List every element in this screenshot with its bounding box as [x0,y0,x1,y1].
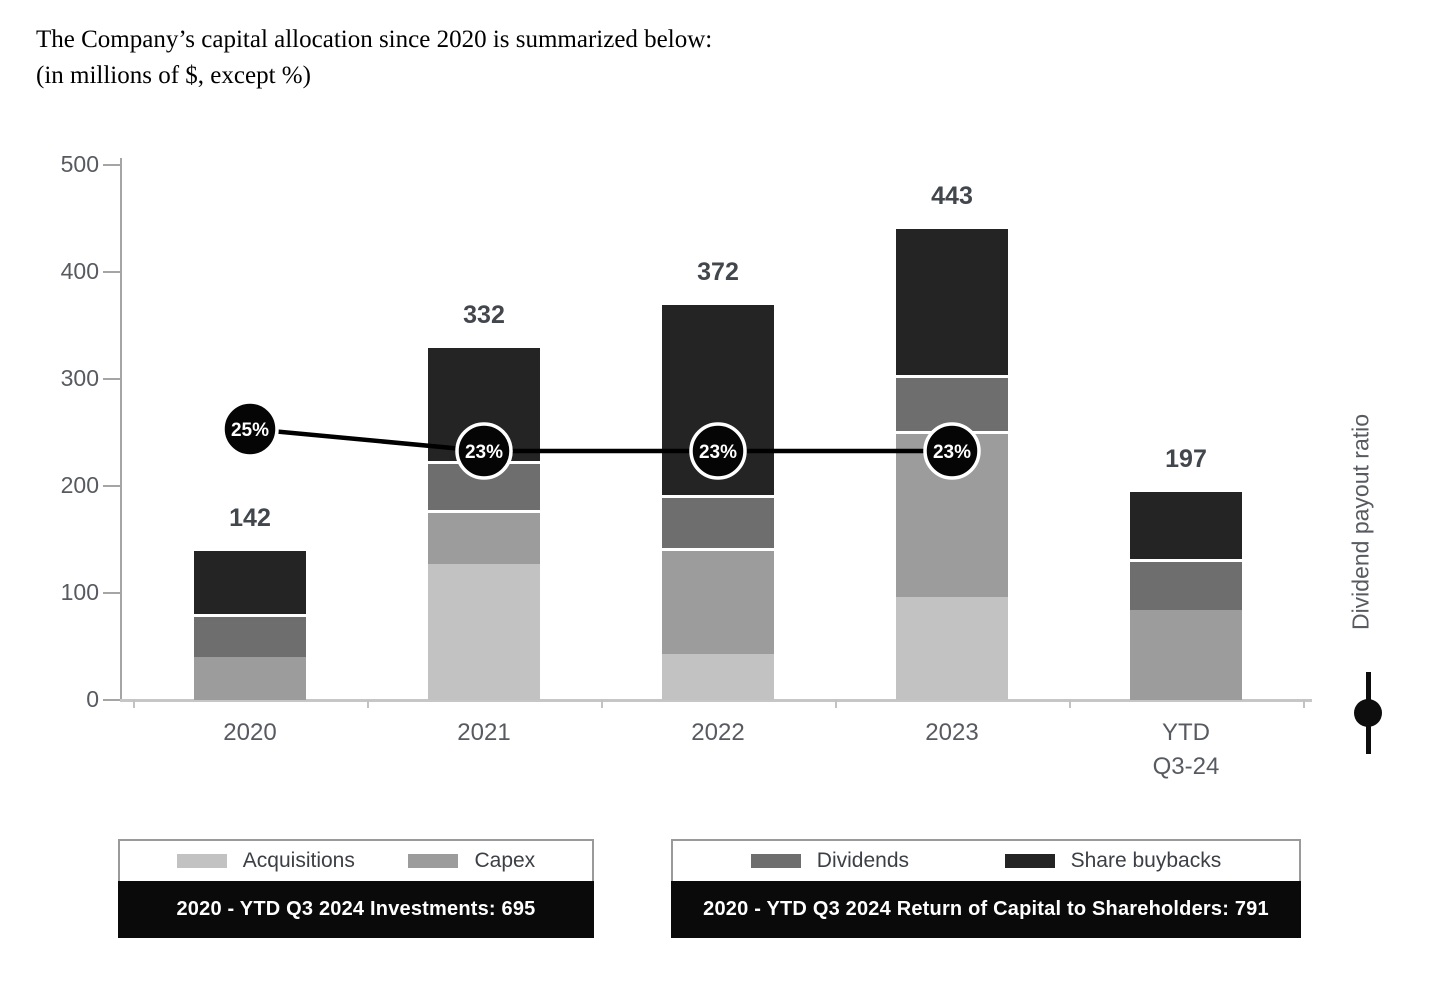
investments-summary-strip: 2020 - YTD Q3 2024 Investments: 695 [118,881,594,938]
bar-segment-capex-2023 [896,431,1008,598]
payout-ratio-line-marker-icon [1354,672,1382,754]
chart-title-line2: (in millions of $, except %) [36,62,311,89]
bar-segment-share-buybacks-2021 [428,344,540,462]
share-buybacks-label: Share buybacks [1070,849,1222,872]
y-tick-300 [103,378,121,380]
y-tick-100 [103,592,121,594]
acquisitions-label: Acquisitions [242,849,355,872]
bar-segment-share-buybacks-YTD-Q3-24 [1130,489,1242,559]
bar-total-2020: 142 [229,504,271,533]
bar-total-2022: 372 [697,257,739,286]
chart-title: The Company’s capital allocation since 2… [36,22,712,94]
legend-item-share-buybacks: Share buybacks [1004,849,1222,873]
legend-item-capex: Capex [408,849,535,873]
x-axis-line [120,699,1312,702]
share-buybacks-swatch-icon [1004,854,1055,868]
y-tick-label-500: 500 [60,151,99,177]
y-tick-0 [103,699,121,701]
legend-investments: Acquisitions Capex 2020 - YTD Q3 2024 In… [118,839,594,938]
y-tick-200 [103,485,121,487]
y-tick-label-400: 400 [60,258,99,284]
legend-item-dividends: Dividends [750,849,910,873]
x-boundary-tick [835,700,837,708]
line-marker-dot [1354,699,1382,727]
legend-investments-row: Acquisitions Capex [118,839,594,881]
bar-total-2023: 443 [931,181,973,210]
y-axis-line [120,158,122,702]
payout-ratio-marker-2020 [221,400,279,458]
payout-ratio-line [249,426,952,454]
bar-segment-capex-YTD-Q3-24 [1130,610,1242,700]
bar-total-YTD-Q3-24: 197 [1165,445,1207,474]
x-boundary-tick [1303,700,1305,708]
bar-segment-acquisitions-2021 [428,564,540,700]
chart-title-line1: The Company’s capital allocation since 2… [36,26,713,53]
x-category-label-2020: 2020 [223,719,277,746]
bar-segment-acquisitions-2022 [662,653,774,700]
shareholders-summary-strip: 2020 - YTD Q3 2024 Return of Capital to … [671,881,1301,938]
bar-segment-dividends-2022 [662,494,774,549]
bar-total-2021: 332 [463,300,505,329]
bar-segment-capex-2021 [428,509,540,565]
x-boundary-tick [367,700,369,708]
capex-label: Capex [474,849,536,872]
x-boundary-tick [133,700,135,708]
legend-shareholders: Dividends Share buybacks 2020 - YTD Q3 2… [671,839,1301,938]
y-tick-500 [103,164,121,166]
y-tick-label-300: 300 [60,365,99,391]
bar-segment-share-buybacks-2022 [662,301,774,495]
x-category-label-2022: 2022 [691,719,745,746]
x-category-label-2021: 2021 [457,719,511,746]
y-tick-label-100: 100 [60,579,99,605]
capex-swatch-icon [408,854,459,868]
bar-segment-dividends-2021 [428,461,540,510]
dividends-swatch-icon [750,854,801,868]
bar-segment-capex-2020 [194,657,306,700]
y-tick-label-200: 200 [60,472,99,498]
bar-segment-share-buybacks-2023 [896,225,1008,375]
legend-shareholders-row: Dividends Share buybacks [671,839,1301,881]
dividends-label: Dividends [816,849,910,872]
bar-segment-dividends-YTD-Q3-24 [1130,558,1242,611]
x-category-label-2023: 2023 [925,719,979,746]
bar-segment-acquisitions-2023 [896,597,1008,700]
bar-segment-capex-2022 [662,548,774,654]
acquisitions-swatch-icon [176,854,227,868]
legend-item-acquisitions: Acquisitions [176,849,355,873]
bar-segment-share-buybacks-2020 [194,548,306,615]
bar-segment-dividends-2023 [896,374,1008,432]
x-boundary-tick [601,700,603,708]
y-tick-400 [103,271,121,273]
y-tick-label-0: 0 [86,686,99,712]
payout-ratio-marker-label-2020: 25% [231,420,269,441]
x-category-label-YTD-Q3-24: YTD Q3-24 [1152,719,1220,780]
right-axis-label: Dividend payout ratio [1347,413,1374,631]
x-boundary-tick [1069,700,1071,708]
bar-segment-dividends-2020 [194,614,306,658]
